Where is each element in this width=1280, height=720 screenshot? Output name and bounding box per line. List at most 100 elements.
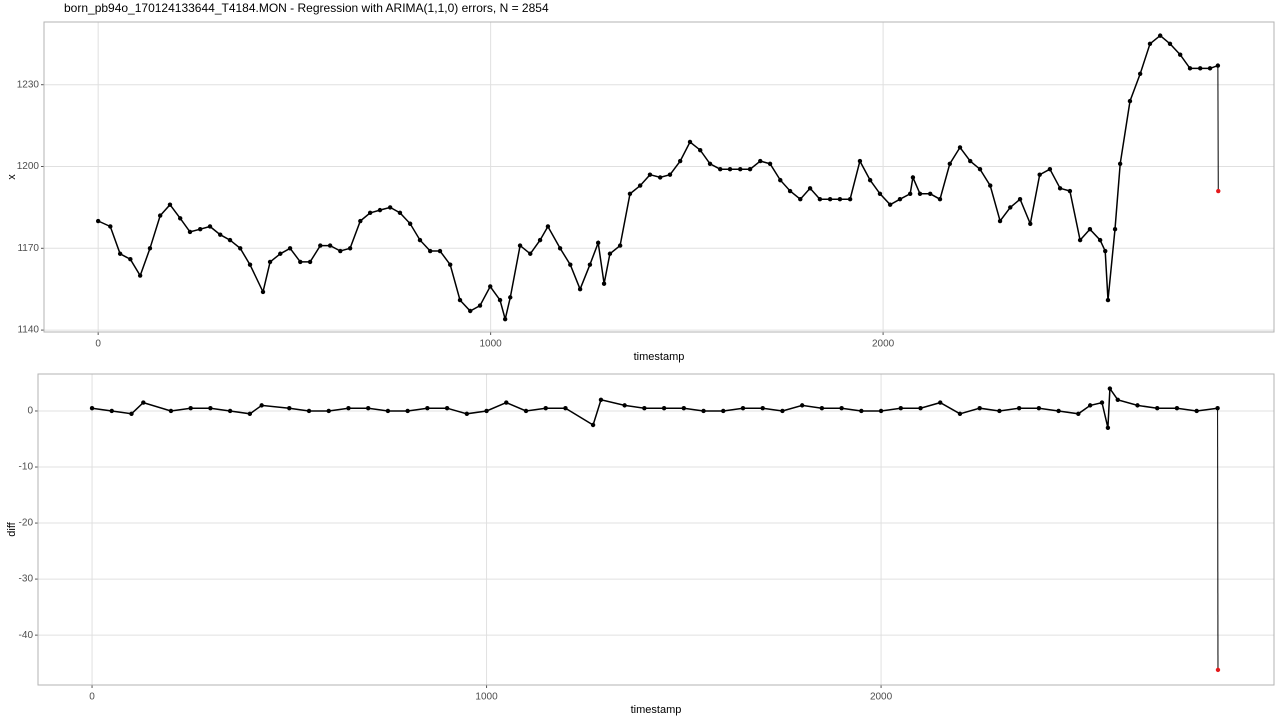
point [407,221,413,226]
point [129,411,134,416]
point [817,197,823,202]
point [307,259,313,265]
point [326,408,331,414]
point [595,240,601,246]
point [557,246,563,251]
point [918,405,923,411]
point [878,408,884,414]
point [1187,66,1193,71]
x-tick-label: 2000 [870,692,893,703]
point [1137,71,1143,77]
point [405,408,410,414]
point [1099,400,1105,405]
point [504,400,509,405]
point [187,229,193,235]
point [677,158,683,164]
point [1207,66,1213,71]
point [1028,221,1033,226]
point [1016,405,1022,411]
point [1105,425,1111,430]
point [1147,41,1153,47]
point [1067,188,1073,194]
point [887,202,893,207]
point [109,408,114,414]
y-tick-label: 1140 [17,325,39,336]
point [681,405,687,411]
point [837,197,843,202]
point [502,316,508,322]
y-tick-label: 1200 [17,161,40,172]
point [760,405,765,411]
point [108,224,113,229]
point [897,197,903,202]
point [877,191,883,196]
point [1097,237,1103,243]
point [1215,405,1220,411]
point [1087,227,1093,232]
point [464,411,470,416]
point [198,227,203,232]
point [218,232,223,237]
y-tick-label: -10 [19,462,34,473]
point [563,405,568,411]
point [738,167,743,172]
point [147,246,153,251]
point [778,177,783,183]
point [267,259,273,265]
y-tick-label: 1230 [17,79,40,90]
point [95,218,101,224]
point [358,218,363,224]
point [937,197,943,202]
point [387,205,393,210]
point [807,186,813,191]
point [167,202,173,207]
point [977,167,983,172]
point [1112,227,1118,232]
point [997,408,1002,414]
point [1215,63,1221,68]
point [188,405,193,411]
panel-border [37,373,1275,686]
point [523,408,529,414]
point [1077,237,1083,243]
point [227,237,233,243]
point [397,210,403,216]
point [1127,98,1133,104]
point [528,251,533,256]
point [957,145,963,150]
point [590,422,596,428]
point [587,262,593,267]
point [537,237,543,243]
point [366,405,371,411]
point [427,248,433,254]
point [607,251,613,256]
point [488,284,493,289]
point [545,224,551,229]
point [141,400,146,405]
point [577,286,583,292]
point [157,213,163,218]
point [598,397,604,402]
point [484,408,489,414]
point [468,308,473,314]
point [1047,167,1053,172]
point [543,405,548,411]
point [1087,403,1093,408]
point [1107,386,1113,391]
point [568,262,573,267]
point [1174,405,1180,411]
point [517,243,523,248]
point [1017,197,1023,202]
point [508,295,513,300]
y-tick-label: 0 [27,406,33,417]
point [859,408,864,414]
point [1135,403,1140,408]
point [287,246,293,251]
x-axis-title: timestamp [631,704,682,716]
point [1057,186,1063,191]
point [637,183,643,188]
point [740,405,746,411]
point [647,172,653,177]
